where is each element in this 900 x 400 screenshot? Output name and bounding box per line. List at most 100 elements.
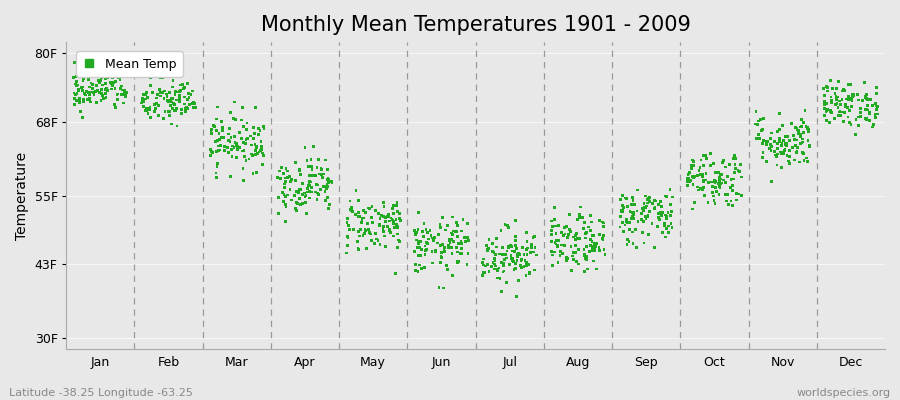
Point <box>619 218 634 225</box>
Point <box>749 121 763 127</box>
Point <box>110 92 124 98</box>
Point <box>482 236 496 243</box>
Point <box>143 82 157 88</box>
Point <box>377 199 392 206</box>
Point <box>409 230 423 237</box>
Point <box>652 211 666 217</box>
Point <box>788 136 802 143</box>
Point <box>585 244 599 250</box>
Point <box>486 260 500 266</box>
Point <box>317 171 331 177</box>
Point <box>154 74 168 80</box>
Point <box>362 226 376 232</box>
Point <box>788 157 802 163</box>
Point <box>172 88 186 95</box>
Point <box>451 233 465 240</box>
Point <box>820 118 834 124</box>
Point <box>841 82 855 88</box>
Point <box>778 146 792 152</box>
Point <box>151 102 166 109</box>
Point <box>172 96 186 102</box>
Point <box>377 233 392 239</box>
Point <box>869 106 884 113</box>
Point <box>802 126 816 132</box>
Point <box>279 165 293 172</box>
Point <box>437 248 452 255</box>
Point <box>305 172 320 179</box>
Point <box>68 96 82 102</box>
Point <box>749 108 763 115</box>
Point <box>577 219 591 226</box>
Point <box>733 162 747 168</box>
Point <box>311 156 326 162</box>
Point <box>340 220 355 226</box>
Point <box>73 73 87 80</box>
Point <box>204 130 219 136</box>
Point <box>381 213 395 220</box>
Point <box>360 245 374 251</box>
Point <box>749 136 763 142</box>
Point <box>67 90 81 96</box>
Point <box>376 213 391 220</box>
Point <box>239 126 254 133</box>
Point <box>577 246 591 252</box>
Point <box>212 137 226 143</box>
Point <box>759 138 773 144</box>
Point <box>412 245 427 251</box>
Point <box>596 236 610 243</box>
Point <box>489 251 503 257</box>
Point <box>316 184 330 190</box>
Point <box>307 144 321 150</box>
Point <box>788 124 803 131</box>
Point <box>479 263 493 269</box>
Point <box>80 96 94 103</box>
Point <box>718 179 733 186</box>
Point <box>585 244 599 251</box>
Point <box>83 96 97 103</box>
Point <box>434 253 448 260</box>
Point <box>732 191 746 197</box>
Point <box>176 86 190 92</box>
Point <box>516 244 530 251</box>
Point <box>772 136 787 142</box>
Point <box>454 240 469 247</box>
Point <box>823 120 837 126</box>
Point <box>626 194 640 201</box>
Point <box>636 218 651 224</box>
Point <box>164 98 178 104</box>
Point <box>383 230 398 236</box>
Point <box>824 109 838 115</box>
Point <box>686 174 700 180</box>
Point <box>570 235 584 242</box>
Point <box>216 124 230 130</box>
Point <box>386 210 400 216</box>
Point <box>108 78 122 85</box>
Point <box>84 80 98 86</box>
Point <box>256 152 270 159</box>
Point <box>496 251 510 257</box>
Point <box>569 249 583 255</box>
Point <box>580 230 594 236</box>
Point <box>310 196 324 203</box>
Point <box>318 189 332 195</box>
Point <box>461 250 475 257</box>
Point <box>862 111 877 117</box>
Point <box>77 90 92 97</box>
Point <box>110 96 124 102</box>
Point <box>791 130 806 137</box>
Point <box>221 125 236 132</box>
Point <box>436 242 450 248</box>
Point <box>763 141 778 147</box>
Point <box>775 149 789 156</box>
Point <box>760 138 774 144</box>
Point <box>358 228 373 234</box>
Point <box>514 264 528 270</box>
Point <box>284 197 299 203</box>
Point <box>225 143 239 149</box>
Point <box>272 168 286 174</box>
Point <box>626 214 640 220</box>
Point <box>341 223 356 229</box>
Point <box>590 266 604 272</box>
Point <box>185 100 200 107</box>
Point <box>450 222 464 229</box>
